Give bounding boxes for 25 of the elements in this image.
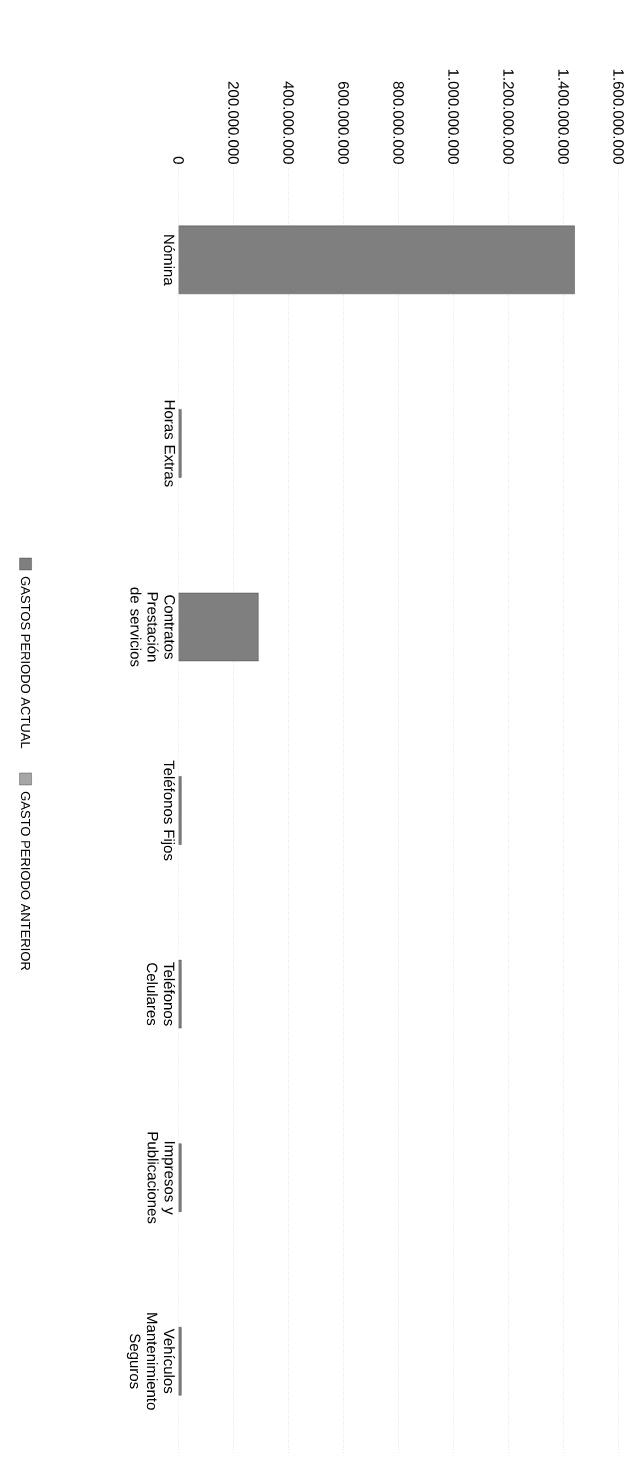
x-tick-label: 1.200.000.000: [503, 69, 515, 164]
y-tick-label: Teléfonos Fijos: [161, 760, 176, 861]
bar: [178, 225, 575, 295]
y-tick-label: Nómina: [164, 235, 176, 286]
legend-label: GASTOS PERIODO ACTUAL: [21, 576, 31, 749]
x-tick-label: 200.000.000: [228, 81, 240, 164]
bar: [178, 1327, 182, 1396]
x-tick-label: 1.600.000.000: [613, 69, 625, 164]
y-tick-label: Horas Extras: [164, 400, 176, 487]
x-tick-label: 1.000.000.000: [448, 69, 460, 164]
bar: [178, 1143, 182, 1212]
y-tick-label: Teléfonos Celulares: [147, 962, 176, 1026]
bar: [178, 776, 182, 845]
x-tick-label: 1.400.000.000: [558, 69, 570, 164]
y-tick-label: Contratos Prestación de servicios: [130, 587, 176, 667]
x-tick-label: 400.000.000: [283, 81, 295, 164]
legend-label: GASTO PERIODO ANTERIOR: [21, 791, 31, 971]
y-tick-label: Impresos y Publicaciones: [147, 1132, 176, 1224]
bar: [178, 592, 259, 662]
y-tick-label: Vehículos Mantenimiento Seguros: [127, 1313, 176, 1410]
x-tick-label: 600.000.000: [338, 81, 350, 164]
bar: [178, 959, 182, 1029]
x-tick-label: 0: [173, 156, 185, 164]
bar: [178, 409, 182, 478]
x-tick-label: 800.000.000: [393, 81, 405, 164]
